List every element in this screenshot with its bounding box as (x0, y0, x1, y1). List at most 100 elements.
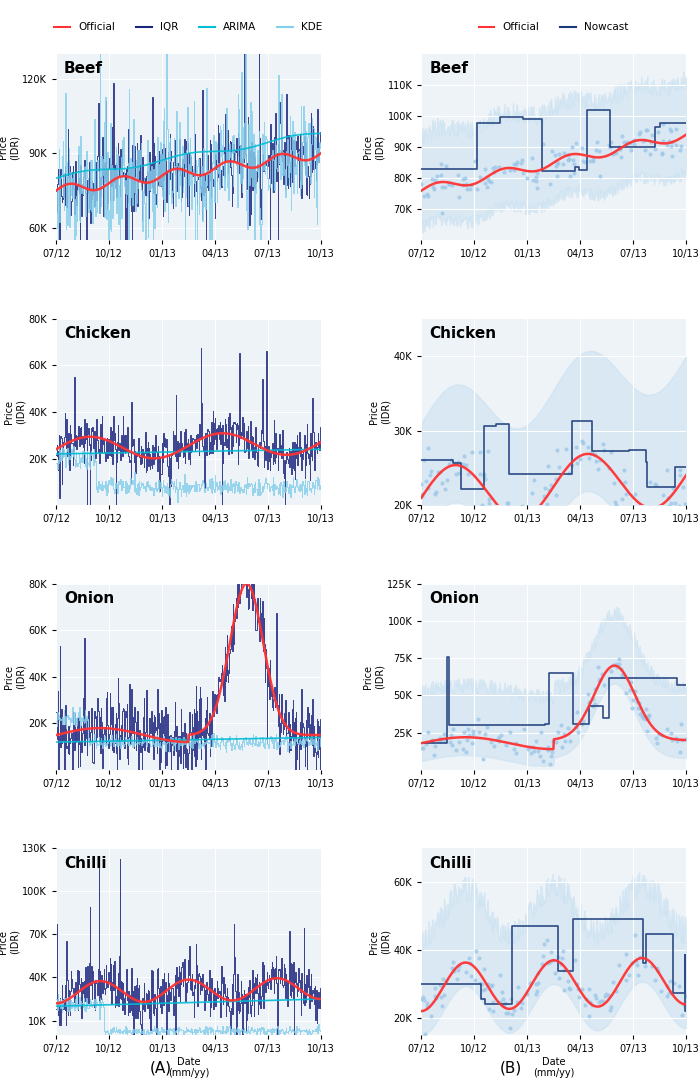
Point (645, 511, 656, 528)
Point (621, 135, 632, 152)
Point (416, 738, 427, 756)
Point (577, 432, 588, 450)
Point (423, 440, 434, 457)
Point (615, 140, 626, 157)
Point (553, 723, 564, 741)
Point (556, 716, 567, 733)
Point (421, 997, 433, 1014)
Point (452, 971, 463, 989)
Point (624, 967, 635, 984)
Point (485, 978, 496, 995)
Point (493, 731, 504, 748)
Point (430, 737, 441, 755)
Point (571, 704, 582, 721)
Point (508, 502, 519, 520)
Point (460, 744, 471, 761)
Point (657, 115, 668, 133)
Point (624, 681, 636, 699)
Point (526, 744, 537, 761)
Point (448, 720, 459, 737)
Point (566, 456, 578, 473)
Point (626, 954, 638, 971)
Point (545, 476, 557, 494)
Point (598, 676, 609, 693)
Point (495, 966, 506, 983)
Point (650, 971, 661, 989)
Point (475, 466, 486, 483)
Point (530, 985, 541, 1003)
Point (474, 949, 485, 966)
Point (590, 990, 601, 1007)
Point (569, 951, 580, 968)
Point (493, 515, 504, 533)
Point (550, 733, 561, 750)
Point (566, 138, 578, 155)
Point (580, 991, 592, 1008)
Point (502, 1004, 513, 1021)
Point (564, 167, 575, 184)
Point (621, 945, 632, 963)
Point (438, 970, 449, 987)
Point (559, 725, 570, 743)
Text: Onion: Onion (429, 591, 480, 606)
Point (463, 721, 474, 738)
Point (634, 699, 645, 716)
Point (452, 962, 463, 979)
Point (630, 689, 641, 706)
Point (511, 524, 522, 541)
Point (483, 171, 494, 189)
Point (615, 661, 626, 678)
Point (428, 180, 440, 197)
Point (666, 148, 678, 165)
Point (461, 963, 472, 980)
Point (588, 445, 599, 462)
Point (493, 728, 504, 745)
Point (590, 453, 601, 470)
Point (577, 716, 588, 733)
Point (542, 954, 554, 971)
Point (677, 479, 688, 496)
Point (655, 982, 666, 999)
Point (624, 135, 636, 152)
Point (420, 472, 431, 489)
Point (643, 499, 654, 516)
Point (637, 709, 648, 727)
Point (574, 989, 585, 1006)
Point (616, 127, 627, 144)
Point (577, 713, 588, 730)
Point (676, 1006, 687, 1023)
Point (577, 434, 588, 452)
Point (556, 949, 568, 966)
Point (457, 455, 468, 472)
Point (594, 142, 605, 160)
Point (610, 497, 622, 514)
Point (543, 482, 554, 499)
Point (510, 735, 522, 752)
Point (657, 146, 668, 163)
Point (599, 987, 610, 1005)
Point (498, 991, 509, 1008)
Point (650, 730, 662, 747)
Point (619, 461, 630, 479)
Point (424, 467, 435, 484)
Point (598, 441, 609, 458)
Point (564, 465, 575, 482)
Point (461, 731, 472, 748)
Point (550, 157, 561, 175)
Point (601, 985, 612, 1003)
Point (587, 690, 598, 707)
Point (438, 725, 449, 743)
Point (505, 991, 517, 1008)
Point (617, 666, 628, 683)
Point (628, 132, 639, 149)
Point (532, 964, 543, 981)
Point (662, 489, 673, 507)
Point (419, 1025, 430, 1042)
Point (643, 708, 654, 725)
Point (542, 742, 554, 759)
Point (517, 498, 528, 515)
Point (538, 487, 550, 505)
Point (428, 746, 440, 763)
Point (477, 976, 488, 993)
Point (458, 447, 470, 465)
